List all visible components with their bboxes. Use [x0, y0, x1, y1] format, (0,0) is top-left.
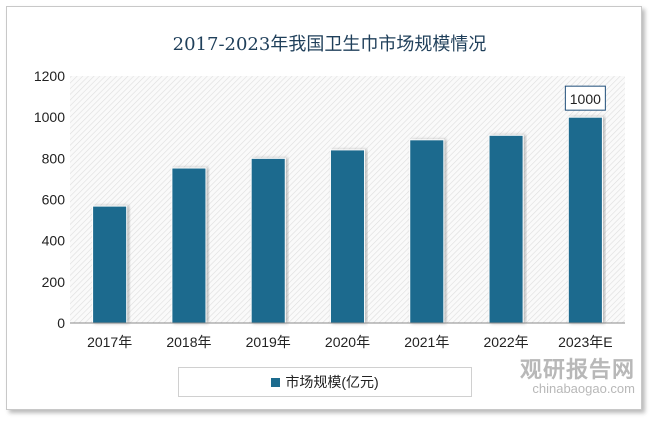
x-tick-label: 2019年 [246, 334, 291, 350]
x-tick-label: 2017年 [87, 334, 132, 350]
y-tick-label: 1200 [34, 68, 65, 84]
bar [409, 139, 445, 324]
bar [329, 149, 366, 324]
watermark: 观研报告网 chinabaogao.com [519, 357, 635, 397]
y-tick-label: 200 [42, 274, 66, 290]
bar [250, 157, 286, 324]
bar [92, 205, 128, 324]
legend-swatch [271, 377, 281, 387]
y-tick-label: 0 [57, 315, 65, 331]
x-tick-label: 2021年 [404, 334, 449, 350]
x-tick-label: 2020年 [325, 334, 370, 350]
watermark-name: 观研报告网 [519, 357, 635, 382]
legend: 市场规模(亿元) [178, 367, 472, 397]
x-tick-label: 2018年 [166, 334, 211, 350]
bar [171, 167, 207, 324]
data-label: 1000 [570, 91, 601, 107]
y-tick-label: 400 [42, 233, 66, 249]
x-tick-label: 2022年 [483, 334, 528, 350]
y-tick-label: 1000 [34, 109, 65, 125]
data-label-box [564, 85, 606, 111]
bar [567, 116, 603, 324]
x-tick-label: 2023年E [558, 334, 612, 350]
y-tick-label: 600 [42, 192, 66, 208]
watermark-url: chinabaogao.com [532, 381, 635, 397]
chart-title: 2017-2023年我国卫生巾市场规模情况 [172, 34, 487, 55]
legend-label: 市场规模(亿元) [285, 374, 379, 390]
bar [488, 134, 524, 324]
y-tick-label: 800 [42, 150, 66, 166]
